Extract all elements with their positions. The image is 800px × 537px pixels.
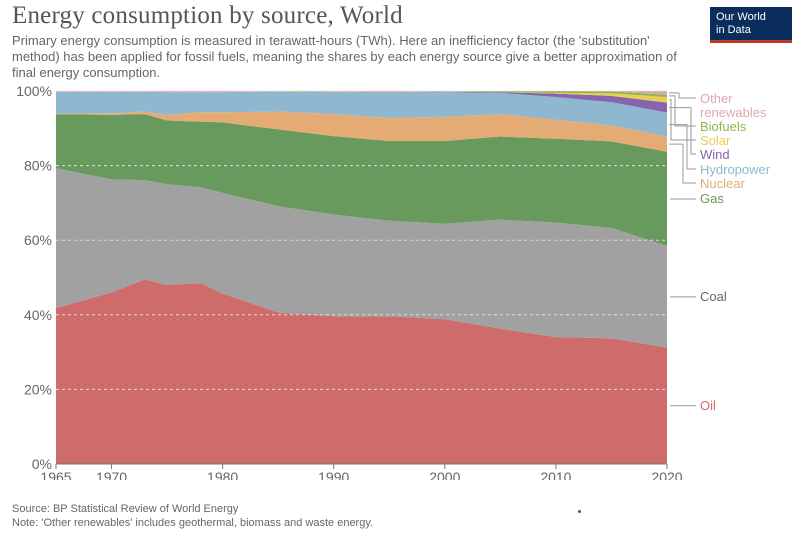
area-hydropower[interactable] — [56, 91, 667, 137]
logo-line-2: in Data — [716, 24, 751, 36]
owid-logo[interactable]: Our World in Data — [710, 7, 792, 43]
dot-marker — [578, 510, 581, 513]
label-nuclear[interactable]: Nuclear — [700, 176, 745, 191]
x-tick-label: 1980 — [207, 469, 238, 480]
footnote: Note: 'Other renewables' includes geothe… — [12, 517, 374, 529]
label-wind[interactable]: Wind — [700, 147, 730, 162]
label-connector — [669, 107, 696, 155]
y-tick-label: 40% — [24, 307, 52, 323]
label-hydropower[interactable]: Hydropower — [700, 162, 771, 177]
area-gas[interactable] — [56, 114, 667, 247]
y-tick-label: 100% — [16, 83, 52, 99]
label-coal[interactable]: Coal — [700, 289, 727, 304]
area-coal[interactable] — [56, 168, 667, 348]
y-axis-ticks: 0% 20% 40% 60% 80% 100% — [16, 83, 52, 472]
label-solar[interactable]: Solar — [700, 133, 731, 148]
logo-line-1: Our World — [716, 11, 766, 23]
area-oil[interactable] — [56, 279, 667, 464]
source-note: Source: BP Statistical Review of World E… — [12, 503, 239, 515]
x-axis-ticks: 1965 1970 1980 1990 2000 2010 2020 — [40, 464, 683, 480]
x-tick-label: 1970 — [96, 469, 127, 480]
area-nuclear[interactable] — [56, 111, 667, 152]
x-tick-label: 1965 — [40, 469, 71, 480]
label-connector — [669, 99, 696, 141]
chart-subtitle: Primary energy consumption is measured i… — [12, 33, 677, 80]
x-tick-label: 2020 — [651, 469, 682, 480]
y-tick-label: 20% — [24, 381, 52, 397]
label-oil[interactable]: Oil — [700, 398, 716, 413]
area-other-renewables[interactable] — [56, 91, 667, 95]
label-connector — [669, 124, 696, 170]
x-tick-label: 2000 — [429, 469, 460, 480]
label-other-renewables[interactable]: Other renewables — [700, 91, 767, 120]
chart-title: Energy consumption by source, World — [12, 2, 403, 29]
label-connector — [669, 92, 696, 99]
gridlines — [56, 90, 667, 465]
x-tick-label: 2010 — [540, 469, 571, 480]
energy-area-chart: 0% 20% 40% 60% 80% 100% 1965 1970 1980 1990 2000 2… — [16, 83, 771, 480]
area-layers — [56, 91, 667, 464]
y-tick-label: 80% — [24, 158, 52, 174]
area-biofuels[interactable] — [56, 91, 667, 97]
y-tick-label: 0% — [32, 456, 52, 472]
series-labels: Oil Coal GasNuclearHydropowerWindSolarBiof… — [669, 91, 771, 413]
label-biofuels[interactable]: Biofuels — [700, 119, 747, 134]
label-connector — [669, 143, 696, 184]
x-tick-label: 1990 — [318, 469, 349, 480]
label-connector — [669, 95, 696, 127]
label-gas[interactable]: Gas — [700, 191, 724, 206]
y-tick-label: 60% — [24, 232, 52, 248]
